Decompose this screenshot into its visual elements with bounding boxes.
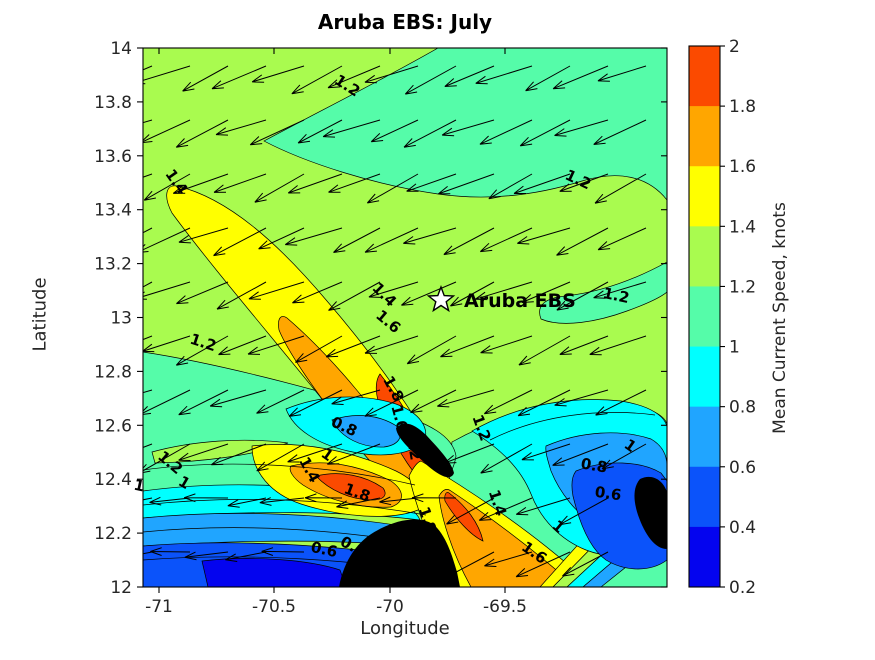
contour-line (143, 556, 449, 575)
landmass (396, 423, 454, 478)
x-axis-label: Longitude (360, 618, 450, 639)
contour-line (143, 463, 416, 486)
y-tick-label: 13.8 (94, 93, 132, 113)
station-label: Aruba EBS (464, 290, 576, 312)
y-tick-label: 12 (110, 578, 132, 598)
quiver-arrows (143, 65, 647, 581)
colorbar-tick-label: 0.6 (729, 458, 756, 478)
landmass (634, 476, 667, 549)
y-tick-label: 12.6 (94, 416, 132, 436)
contour-label: 0.8 (579, 454, 608, 476)
x-tick-label: -70.5 (252, 597, 296, 617)
colorbar-band (689, 46, 720, 107)
colorbar-tick-label: 2 (729, 37, 740, 57)
y-tick-label: 13.2 (94, 255, 132, 275)
colorbar-tick-label: 1.6 (729, 157, 756, 177)
colorbar-tick-label: 0.2 (729, 578, 756, 598)
x-tick-label: -71 (145, 597, 173, 617)
contour-label: 0.6 (309, 538, 339, 561)
colorbar-tick-label: 1.8 (729, 97, 756, 117)
colorbar-band (689, 226, 720, 287)
colorbar: 2 1.8 1.6 1.4 1.2 1 0.8 0.6 0.4 0.2 (688, 37, 756, 598)
y-tick-label: 14 (110, 39, 132, 59)
contour-band (315, 473, 386, 501)
station-annotation: Aruba EBS (426, 284, 576, 313)
colorbar-band (689, 166, 720, 227)
colorbar-band (689, 526, 720, 588)
plot-title: Aruba EBS: July (317, 10, 493, 34)
y-tick-label: 13.4 (94, 201, 132, 221)
contour-band (539, 261, 667, 324)
colorbar-band (689, 286, 720, 348)
contour-line (143, 499, 427, 516)
y-tick-label: 12.2 (94, 524, 132, 544)
colorbar-band (689, 106, 720, 167)
colorbar-tick-label: 1.2 (729, 277, 756, 297)
contour-band (201, 558, 347, 587)
y-axis-label: Latitude (29, 277, 51, 352)
x-tick-label: -69.5 (483, 597, 527, 617)
contour-line (489, 412, 656, 441)
contour-field (143, 48, 667, 587)
colorbar-band (689, 466, 720, 528)
colorbar-tick-label: 0.8 (729, 398, 756, 418)
contour-line (143, 527, 441, 548)
contour-label: 1.2 (601, 284, 631, 307)
colorbar-tick-label: 1.4 (729, 217, 756, 237)
colorbar-band (689, 346, 720, 408)
colorbar-band (689, 406, 720, 468)
contour-band (263, 48, 667, 201)
star-marker-icon (426, 284, 456, 313)
colorbar-tick-label: 0.4 (729, 518, 756, 538)
x-tick-label: -70 (376, 597, 404, 617)
y-tick-label: 13.6 (94, 147, 132, 167)
y-tick-label: 12.4 (94, 470, 132, 490)
contour-band (444, 492, 484, 542)
contour-label: 1.2 (402, 432, 424, 461)
colorbar-label: Mean Current Speed, knots (770, 202, 790, 434)
y-tick-label: 13 (110, 309, 132, 329)
colorbar-tick-label: 1 (729, 338, 740, 358)
axes: -71 -70.5 -70 -69.5 14 13.8 13.6 13.4 13.2 13 12.8… (94, 39, 668, 617)
contour-label: 0.6 (594, 483, 623, 505)
y-tick-label: 12.8 (94, 362, 132, 382)
